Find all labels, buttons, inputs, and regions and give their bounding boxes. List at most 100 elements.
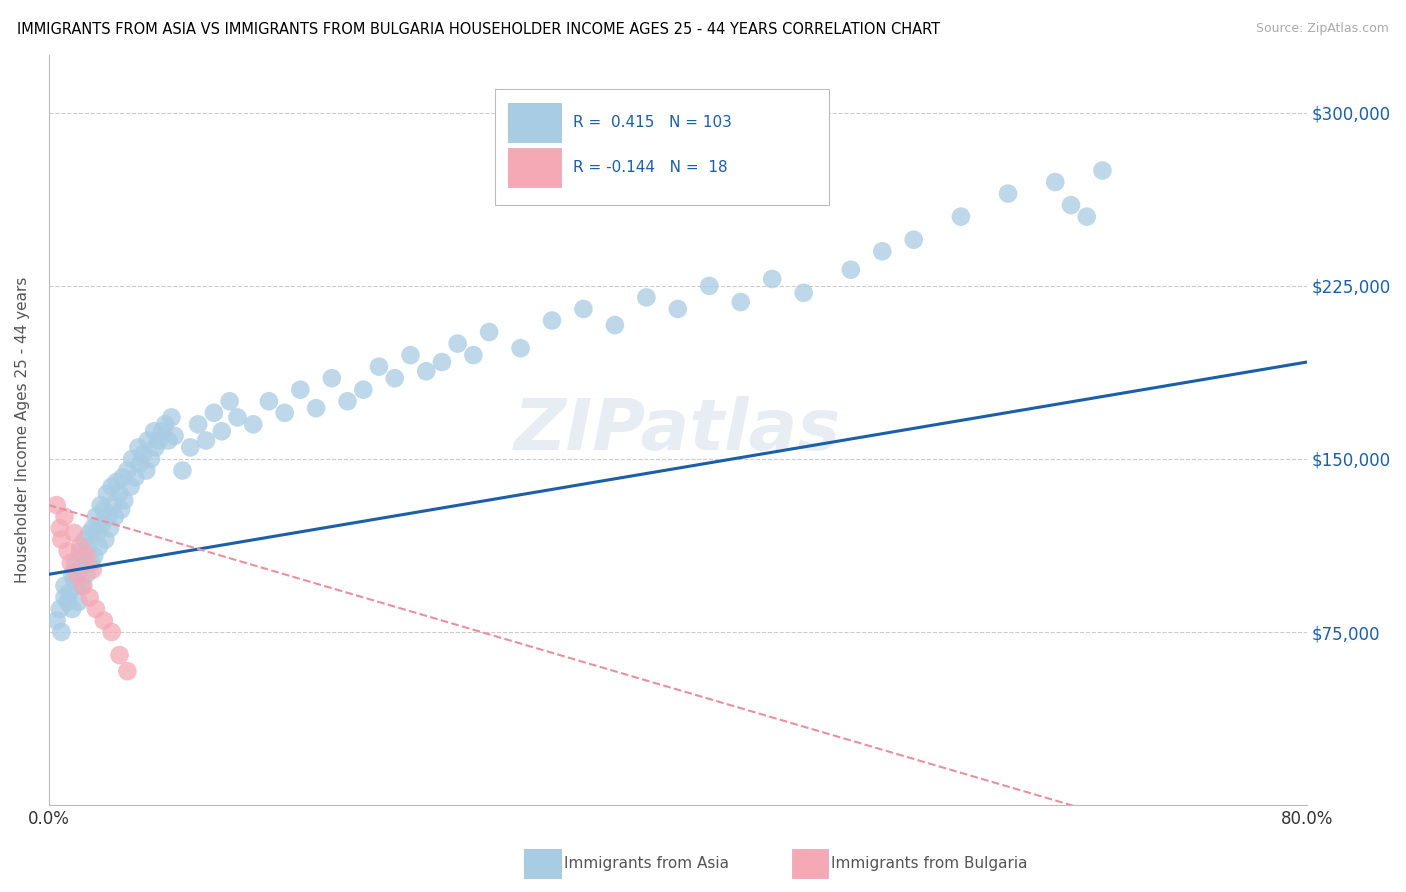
- Text: ZIPatlas: ZIPatlas: [515, 396, 842, 465]
- Point: [83, 549, 105, 563]
- Text: IMMIGRANTS FROM ASIA VS IMMIGRANTS FROM BULGARIA HOUSEHOLDER INCOME AGES 25 - 44: IMMIGRANTS FROM ASIA VS IMMIGRANTS FROM …: [17, 22, 941, 37]
- Point: [150, 424, 173, 438]
- Point: [72, 579, 94, 593]
- Point: [90, 498, 112, 512]
- Point: [70, 579, 93, 593]
- Point: [80, 556, 103, 570]
- Point: [91, 516, 114, 531]
- Point: [872, 244, 894, 259]
- Point: [60, 567, 83, 582]
- Point: [53, 591, 76, 605]
- Point: [93, 502, 115, 516]
- Point: [77, 540, 100, 554]
- Point: [63, 525, 86, 540]
- Point: [58, 586, 80, 600]
- Point: [997, 186, 1019, 201]
- Point: [110, 502, 132, 516]
- FancyBboxPatch shape: [508, 148, 561, 187]
- Point: [66, 567, 89, 582]
- Point: [132, 447, 155, 461]
- Point: [257, 394, 280, 409]
- Point: [105, 475, 128, 489]
- Point: [108, 648, 131, 662]
- Point: [761, 272, 783, 286]
- Point: [463, 348, 485, 362]
- Point: [100, 625, 122, 640]
- Text: R = -0.144   N =  18: R = -0.144 N = 18: [574, 161, 728, 175]
- Point: [79, 525, 101, 540]
- Point: [53, 579, 76, 593]
- Point: [117, 463, 139, 477]
- Point: [94, 533, 117, 547]
- Point: [163, 429, 186, 443]
- Point: [321, 371, 343, 385]
- Point: [211, 424, 233, 438]
- Point: [49, 602, 72, 616]
- Point: [415, 364, 437, 378]
- Point: [103, 498, 125, 512]
- Point: [136, 434, 159, 448]
- Point: [399, 348, 422, 362]
- Text: Source: ZipAtlas.com: Source: ZipAtlas.com: [1256, 22, 1389, 36]
- Point: [949, 210, 972, 224]
- Point: [79, 591, 101, 605]
- Point: [96, 486, 118, 500]
- Text: Immigrants from Bulgaria: Immigrants from Bulgaria: [831, 856, 1028, 871]
- Point: [478, 325, 501, 339]
- Point: [730, 295, 752, 310]
- Point: [1060, 198, 1083, 212]
- Point: [129, 457, 152, 471]
- Point: [139, 452, 162, 467]
- Point: [242, 417, 264, 432]
- Point: [121, 452, 143, 467]
- Point: [112, 493, 135, 508]
- Point: [135, 463, 157, 477]
- Point: [218, 394, 240, 409]
- Point: [903, 233, 925, 247]
- Point: [67, 595, 90, 609]
- Point: [352, 383, 374, 397]
- Point: [187, 417, 209, 432]
- Point: [172, 463, 194, 477]
- Point: [273, 406, 295, 420]
- Point: [76, 567, 98, 582]
- Point: [666, 301, 689, 316]
- Point: [76, 549, 98, 563]
- Point: [202, 406, 225, 420]
- Point: [572, 301, 595, 316]
- Point: [87, 540, 110, 554]
- Point: [86, 525, 108, 540]
- Point: [603, 318, 626, 332]
- Point: [69, 563, 91, 577]
- Point: [446, 336, 468, 351]
- Point: [111, 470, 134, 484]
- Point: [60, 602, 83, 616]
- Point: [509, 341, 531, 355]
- FancyBboxPatch shape: [495, 89, 828, 205]
- Point: [82, 521, 104, 535]
- Point: [66, 579, 89, 593]
- Point: [793, 285, 815, 300]
- Point: [226, 410, 249, 425]
- Point: [56, 544, 79, 558]
- Point: [1091, 163, 1114, 178]
- FancyBboxPatch shape: [508, 103, 561, 142]
- Point: [157, 434, 180, 448]
- Point: [179, 441, 201, 455]
- Point: [56, 595, 79, 609]
- Point: [63, 572, 86, 586]
- Point: [1076, 210, 1098, 224]
- Point: [120, 480, 142, 494]
- Point: [53, 509, 76, 524]
- Point: [160, 410, 183, 425]
- Point: [697, 279, 720, 293]
- Text: Immigrants from Asia: Immigrants from Asia: [564, 856, 728, 871]
- Point: [65, 556, 87, 570]
- Point: [636, 290, 658, 304]
- Point: [100, 480, 122, 494]
- Point: [104, 509, 127, 524]
- Point: [839, 262, 862, 277]
- Point: [153, 417, 176, 432]
- Point: [98, 521, 121, 535]
- Point: [384, 371, 406, 385]
